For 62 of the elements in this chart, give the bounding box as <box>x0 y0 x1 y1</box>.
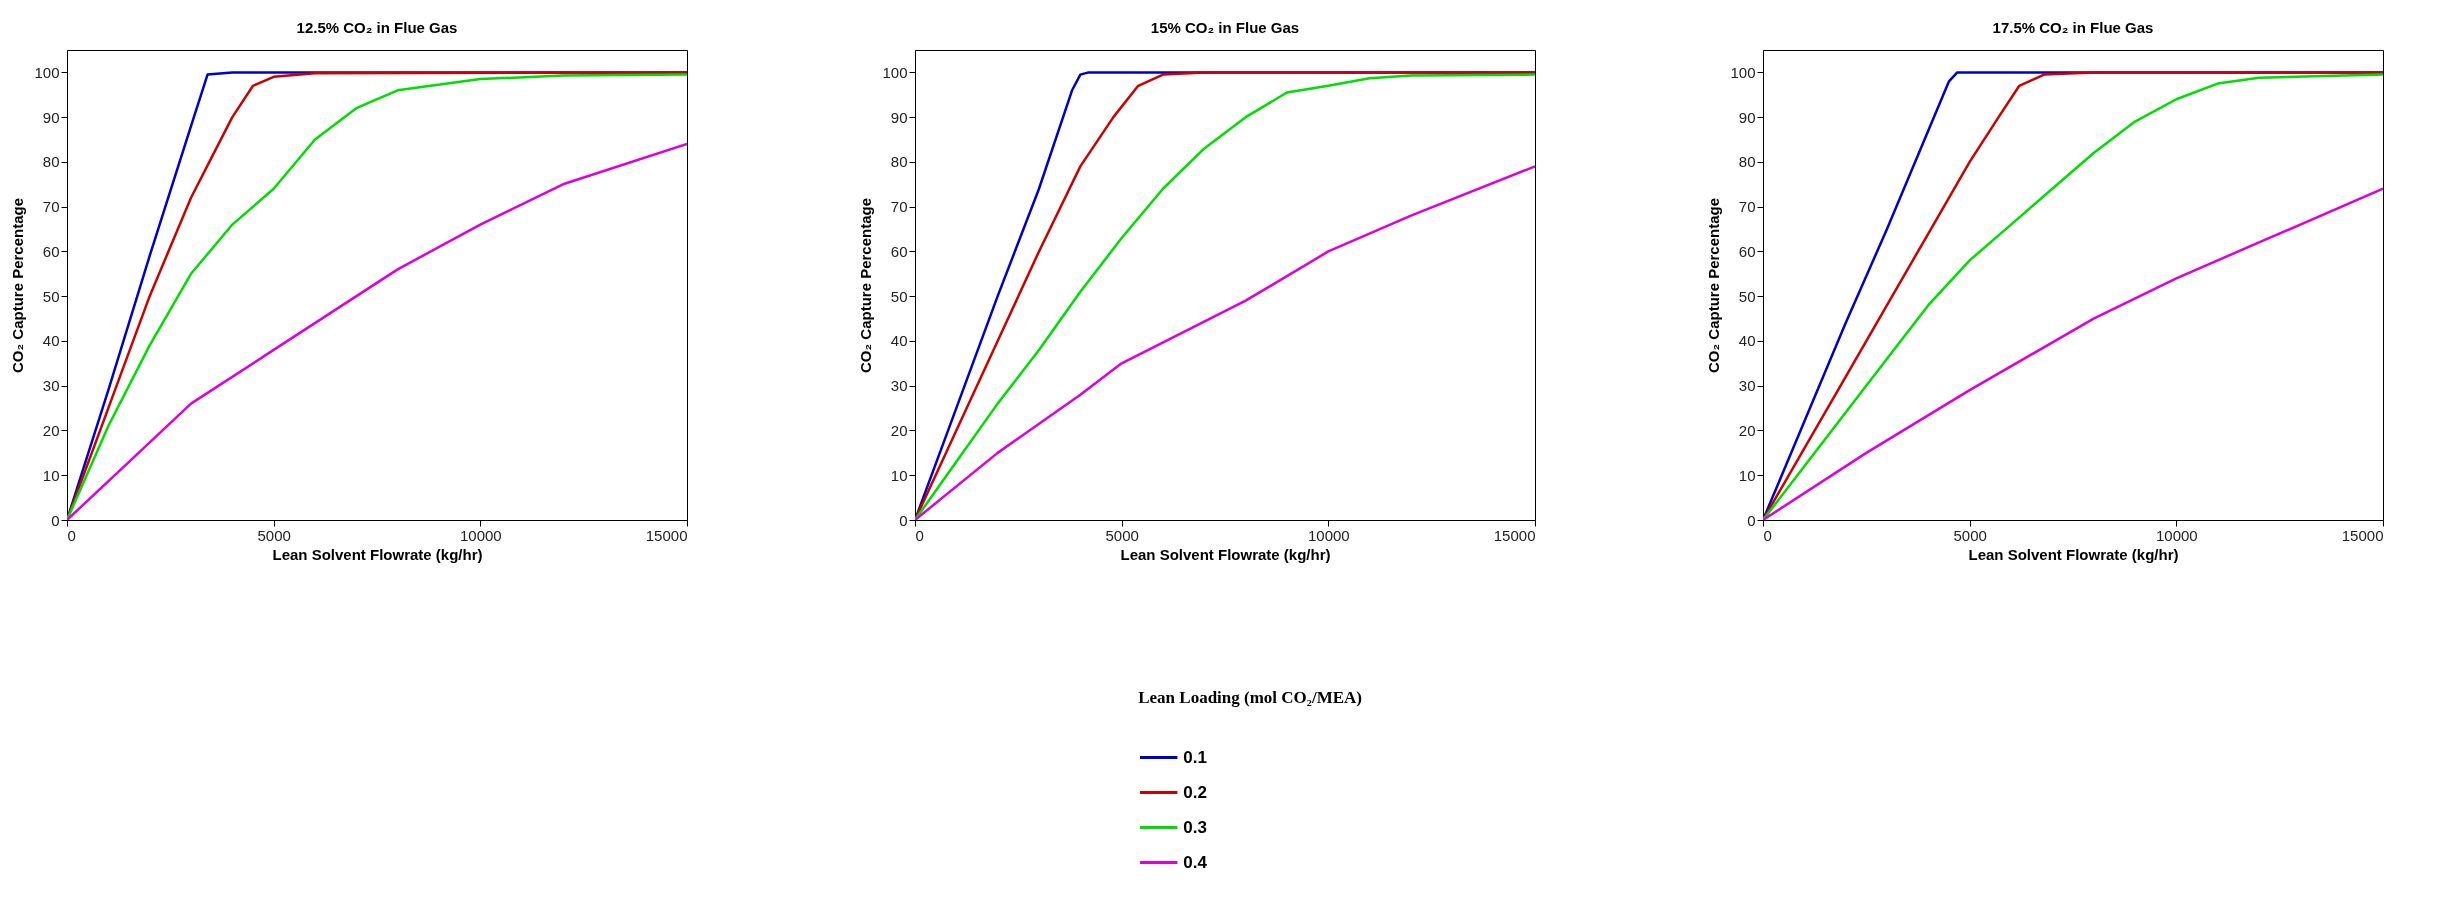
y-tick-label: 60 <box>42 242 60 260</box>
y-tick-label: 0 <box>899 511 908 529</box>
y-tick-label: 50 <box>1738 287 1756 305</box>
legend-label: 0.4 <box>1183 852 1208 872</box>
y-tick-label: 50 <box>890 287 908 305</box>
y-axis-title: CO₂ Capture Percentage <box>1705 197 1723 374</box>
y-tick-label: 30 <box>42 377 60 395</box>
y-tick-label: 90 <box>42 108 60 126</box>
y-axis-title: CO₂ Capture Percentage <box>857 197 875 374</box>
y-tick-label: 90 <box>1738 108 1756 126</box>
x-tick-label: 5000 <box>257 526 291 544</box>
x-tick-label: 15000 <box>645 526 688 544</box>
y-tick-label: 60 <box>1738 242 1756 260</box>
y-tick-label: 20 <box>42 421 60 439</box>
y-tick-label: 0 <box>51 511 60 529</box>
x-tick-label: 0 <box>1763 526 1772 544</box>
x-tick-label: 5000 <box>1105 526 1139 544</box>
y-tick-label: 80 <box>42 153 60 171</box>
y-tick-label: 70 <box>1738 198 1756 216</box>
x-axis-title: Lean Solvent Flowrate (kg/hr) <box>1968 545 2179 563</box>
y-tick-label: 80 <box>1738 153 1756 171</box>
y-tick-label: 40 <box>42 332 60 350</box>
x-tick-label: 5000 <box>1953 526 1987 544</box>
legend-label: 0.1 <box>1183 747 1207 767</box>
x-axis-title: Lean Solvent Flowrate (kg/hr) <box>272 545 483 563</box>
legend-title: Lean Loading (mol CO₂/MEA) <box>1138 688 1362 707</box>
y-tick-label: 0 <box>1747 511 1756 529</box>
y-tick-label: 100 <box>882 63 908 81</box>
x-tick-label: 10000 <box>459 526 502 544</box>
y-tick-label: 20 <box>1738 421 1756 439</box>
y-tick-label: 60 <box>890 242 908 260</box>
chart-title: 17.5% CO₂ in Flue Gas <box>1992 19 2154 36</box>
y-axis-title: CO₂ Capture Percentage <box>9 197 27 374</box>
y-tick-label: 40 <box>890 332 908 350</box>
y-tick-label: 70 <box>42 198 60 216</box>
legend-label: 0.3 <box>1183 817 1207 837</box>
chart-title: 12.5% CO₂ in Flue Gas <box>296 19 458 36</box>
y-tick-label: 10 <box>42 466 60 484</box>
line-series <box>1763 187 2383 520</box>
x-tick-label: 15000 <box>2341 526 2384 544</box>
y-tick-label: 100 <box>34 63 60 81</box>
x-tick-label: 10000 <box>1307 526 1350 544</box>
line-series <box>67 142 687 520</box>
y-tick-label: 10 <box>890 466 908 484</box>
y-tick-label: 30 <box>890 377 908 395</box>
y-tick-label: 90 <box>890 108 908 126</box>
line-series <box>915 165 1535 520</box>
x-tick-label: 0 <box>915 526 924 544</box>
x-tick-label: 15000 <box>1493 526 1536 544</box>
x-axis-title: Lean Solvent Flowrate (kg/hr) <box>1120 545 1331 563</box>
y-tick-label: 70 <box>890 198 908 216</box>
y-tick-label: 80 <box>890 153 908 171</box>
chart-title: 15% CO₂ in Flue Gas <box>1150 19 1300 36</box>
y-tick-label: 40 <box>1738 332 1756 350</box>
x-tick-label: 10000 <box>2155 526 2198 544</box>
x-tick-label: 0 <box>67 526 76 544</box>
y-tick-label: 100 <box>1730 63 1756 81</box>
y-tick-label: 20 <box>890 421 908 439</box>
legend-label: 0.2 <box>1183 782 1207 802</box>
y-tick-label: 10 <box>1738 466 1756 484</box>
y-tick-label: 30 <box>1738 377 1756 395</box>
y-tick-label: 50 <box>42 287 60 305</box>
